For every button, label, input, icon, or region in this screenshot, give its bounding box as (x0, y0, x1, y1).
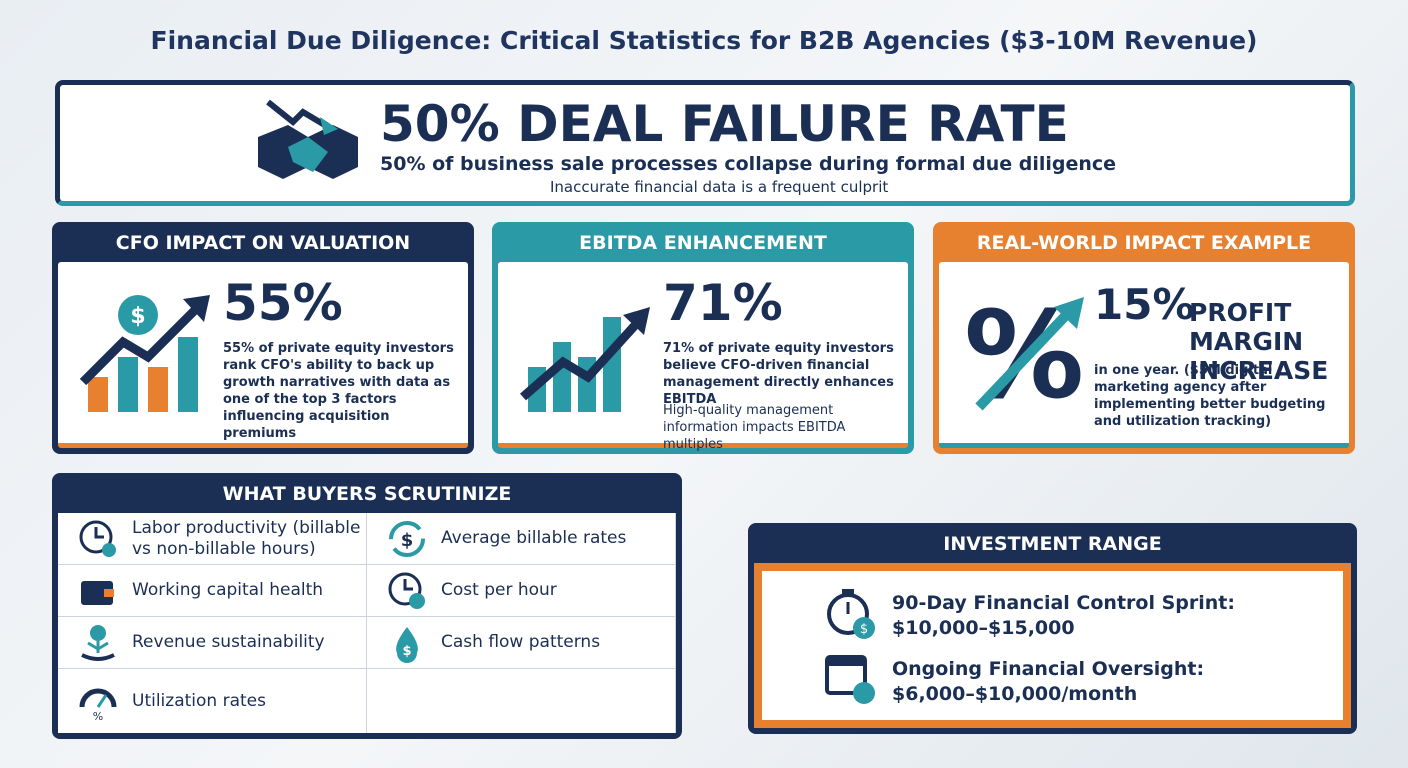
card-heading: EBITDA ENHANCEMENT (579, 232, 827, 254)
card-stat-suffix: PROFIT MARGIN INCREASE (1189, 298, 1329, 385)
item-text: Utilization rates (132, 690, 266, 711)
item-price: $10,000–$15,000 (892, 617, 1075, 639)
item-text: Revenue sustainability (132, 632, 325, 652)
card-text: 71% of private equity investors believe … (663, 341, 894, 407)
card-note: High-quality management information impa… (663, 403, 846, 452)
item-text: Labor productivity (billable vs non-bill… (132, 517, 361, 559)
svg-text:%: % (93, 710, 103, 721)
list-item: Cost per hour (367, 565, 676, 617)
stopwatch-icon: $ (827, 589, 875, 639)
card-text: 55% of private equity investors rank CFO… (223, 341, 454, 441)
list-item: $ Cash flow patterns (367, 617, 676, 669)
banner-note: Inaccurate financial data is a frequent … (550, 178, 889, 196)
card: REAL-WORLD IMPACT EXAMPLE % 15% PROFIT M… (933, 222, 1355, 454)
item-text: Average billable rates (441, 528, 627, 548)
item-text: Working capital health (132, 580, 324, 600)
bar-chart-icon (520, 307, 650, 412)
investment-panel: INVESTMENT RANGE $ 90-Day Financial Cont… (748, 523, 1357, 734)
item-label: 90-Day Financial Control Sprint: (892, 592, 1235, 614)
scrutinize-panel: WHAT BUYERS SCRUTINIZE Labor productivit… (52, 473, 682, 739)
list-item: Revenue sustainability (58, 617, 367, 669)
cycle-icon: $ (389, 520, 425, 557)
card-stat: 15% (1094, 280, 1195, 329)
card-heading: REAL-WORLD IMPACT EXAMPLE (976, 232, 1312, 254)
item-text: Cash flow patterns (441, 632, 601, 652)
svg-text:$: $ (401, 530, 414, 551)
svg-text:$: $ (860, 622, 868, 637)
card-stat: 71% (663, 274, 783, 332)
drop-icon: $ (396, 626, 418, 663)
item-text: Cost per hour (441, 580, 557, 600)
empty-cell (367, 669, 676, 733)
list-item: % Utilization rates (58, 669, 367, 733)
percent-icon: % (964, 287, 1084, 417)
investment-item: Ongoing Financial Oversight: $6,000–$10,0… (892, 657, 1204, 707)
plant-icon (81, 624, 115, 661)
gauge-icon: % (79, 688, 117, 721)
card-heading: CFO IMPACT ON VALUATION (115, 232, 411, 254)
clock-icon (79, 520, 116, 557)
calendar-icon (825, 655, 875, 704)
wallet-icon (81, 580, 114, 605)
investment-item: 90-Day Financial Control Sprint: $10,000–… (892, 591, 1235, 641)
svg-text:$: $ (402, 644, 411, 659)
item-price: $6,000–$10,000/month (892, 683, 1138, 705)
list-item: $ Average billable rates (367, 513, 676, 565)
svg-text:$: $ (130, 304, 145, 329)
cost-clock-icon (388, 572, 425, 609)
banner-subline: 50% of business sale processes collapse … (380, 153, 1117, 175)
handshake-icon (258, 99, 358, 179)
list-item: Labor productivity (billable vs non-bill… (58, 513, 367, 565)
list-item: Working capital health (58, 565, 367, 617)
card-text: in one year. ($5M digital marketing agen… (1094, 363, 1326, 429)
item-label: Ongoing Financial Oversight: (892, 658, 1205, 680)
banner-headline: 50% DEAL FAILURE RATE (380, 95, 1069, 153)
banner: 50% DEAL FAILURE RATE 50% of business sa… (55, 80, 1355, 206)
page-title: Financial Due Diligence: Critical Statis… (150, 26, 1258, 55)
panel-heading: WHAT BUYERS SCRUTINIZE (222, 483, 512, 505)
card-stat: 55% (223, 274, 343, 332)
panel-heading: INVESTMENT RANGE (943, 533, 1162, 555)
growth-icon: $ (79, 295, 210, 412)
card: EBITDA ENHANCEMENT 71% 71% of private eq… (492, 222, 914, 454)
card: CFO IMPACT ON VALUATION $ 55% 55% of pri… (52, 222, 474, 454)
